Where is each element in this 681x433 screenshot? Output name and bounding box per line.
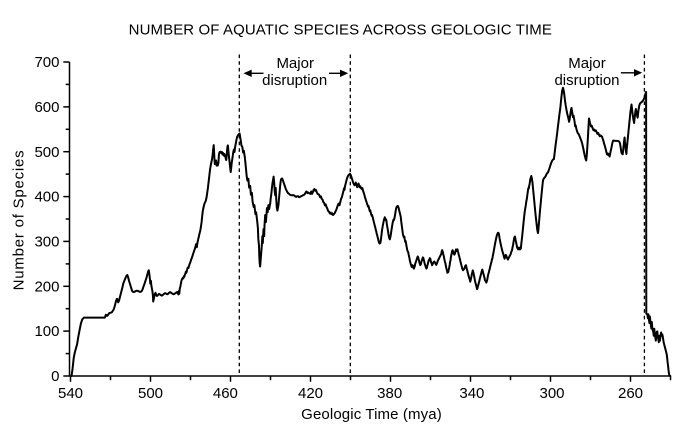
svg-text:disruption: disruption	[262, 72, 327, 89]
svg-text:Geologic Time (mya): Geologic Time (mya)	[301, 406, 442, 423]
svg-text:340: 340	[459, 385, 484, 402]
svg-text:300: 300	[34, 234, 59, 251]
svg-text:Major: Major	[276, 55, 314, 72]
svg-text:260: 260	[618, 385, 643, 402]
svg-text:300: 300	[539, 385, 564, 402]
svg-text:200: 200	[34, 278, 59, 295]
svg-text:540: 540	[58, 385, 83, 402]
svg-text:disruption: disruption	[554, 72, 619, 89]
svg-text:0: 0	[51, 368, 59, 385]
svg-text:420: 420	[298, 385, 323, 402]
svg-text:Number of Species: Number of Species	[10, 150, 27, 291]
svg-text:600: 600	[34, 99, 59, 116]
svg-text:400: 400	[34, 189, 59, 206]
svg-text:Major: Major	[568, 55, 606, 72]
svg-text:NUMBER OF AQUATIC SPECIES ACRO: NUMBER OF AQUATIC SPECIES ACROSS GEOLOGI…	[129, 21, 552, 38]
svg-text:500: 500	[138, 385, 163, 402]
svg-text:500: 500	[34, 144, 59, 161]
svg-text:380: 380	[377, 385, 402, 402]
svg-text:700: 700	[34, 54, 59, 71]
svg-text:100: 100	[34, 323, 59, 340]
svg-text:460: 460	[213, 385, 238, 402]
